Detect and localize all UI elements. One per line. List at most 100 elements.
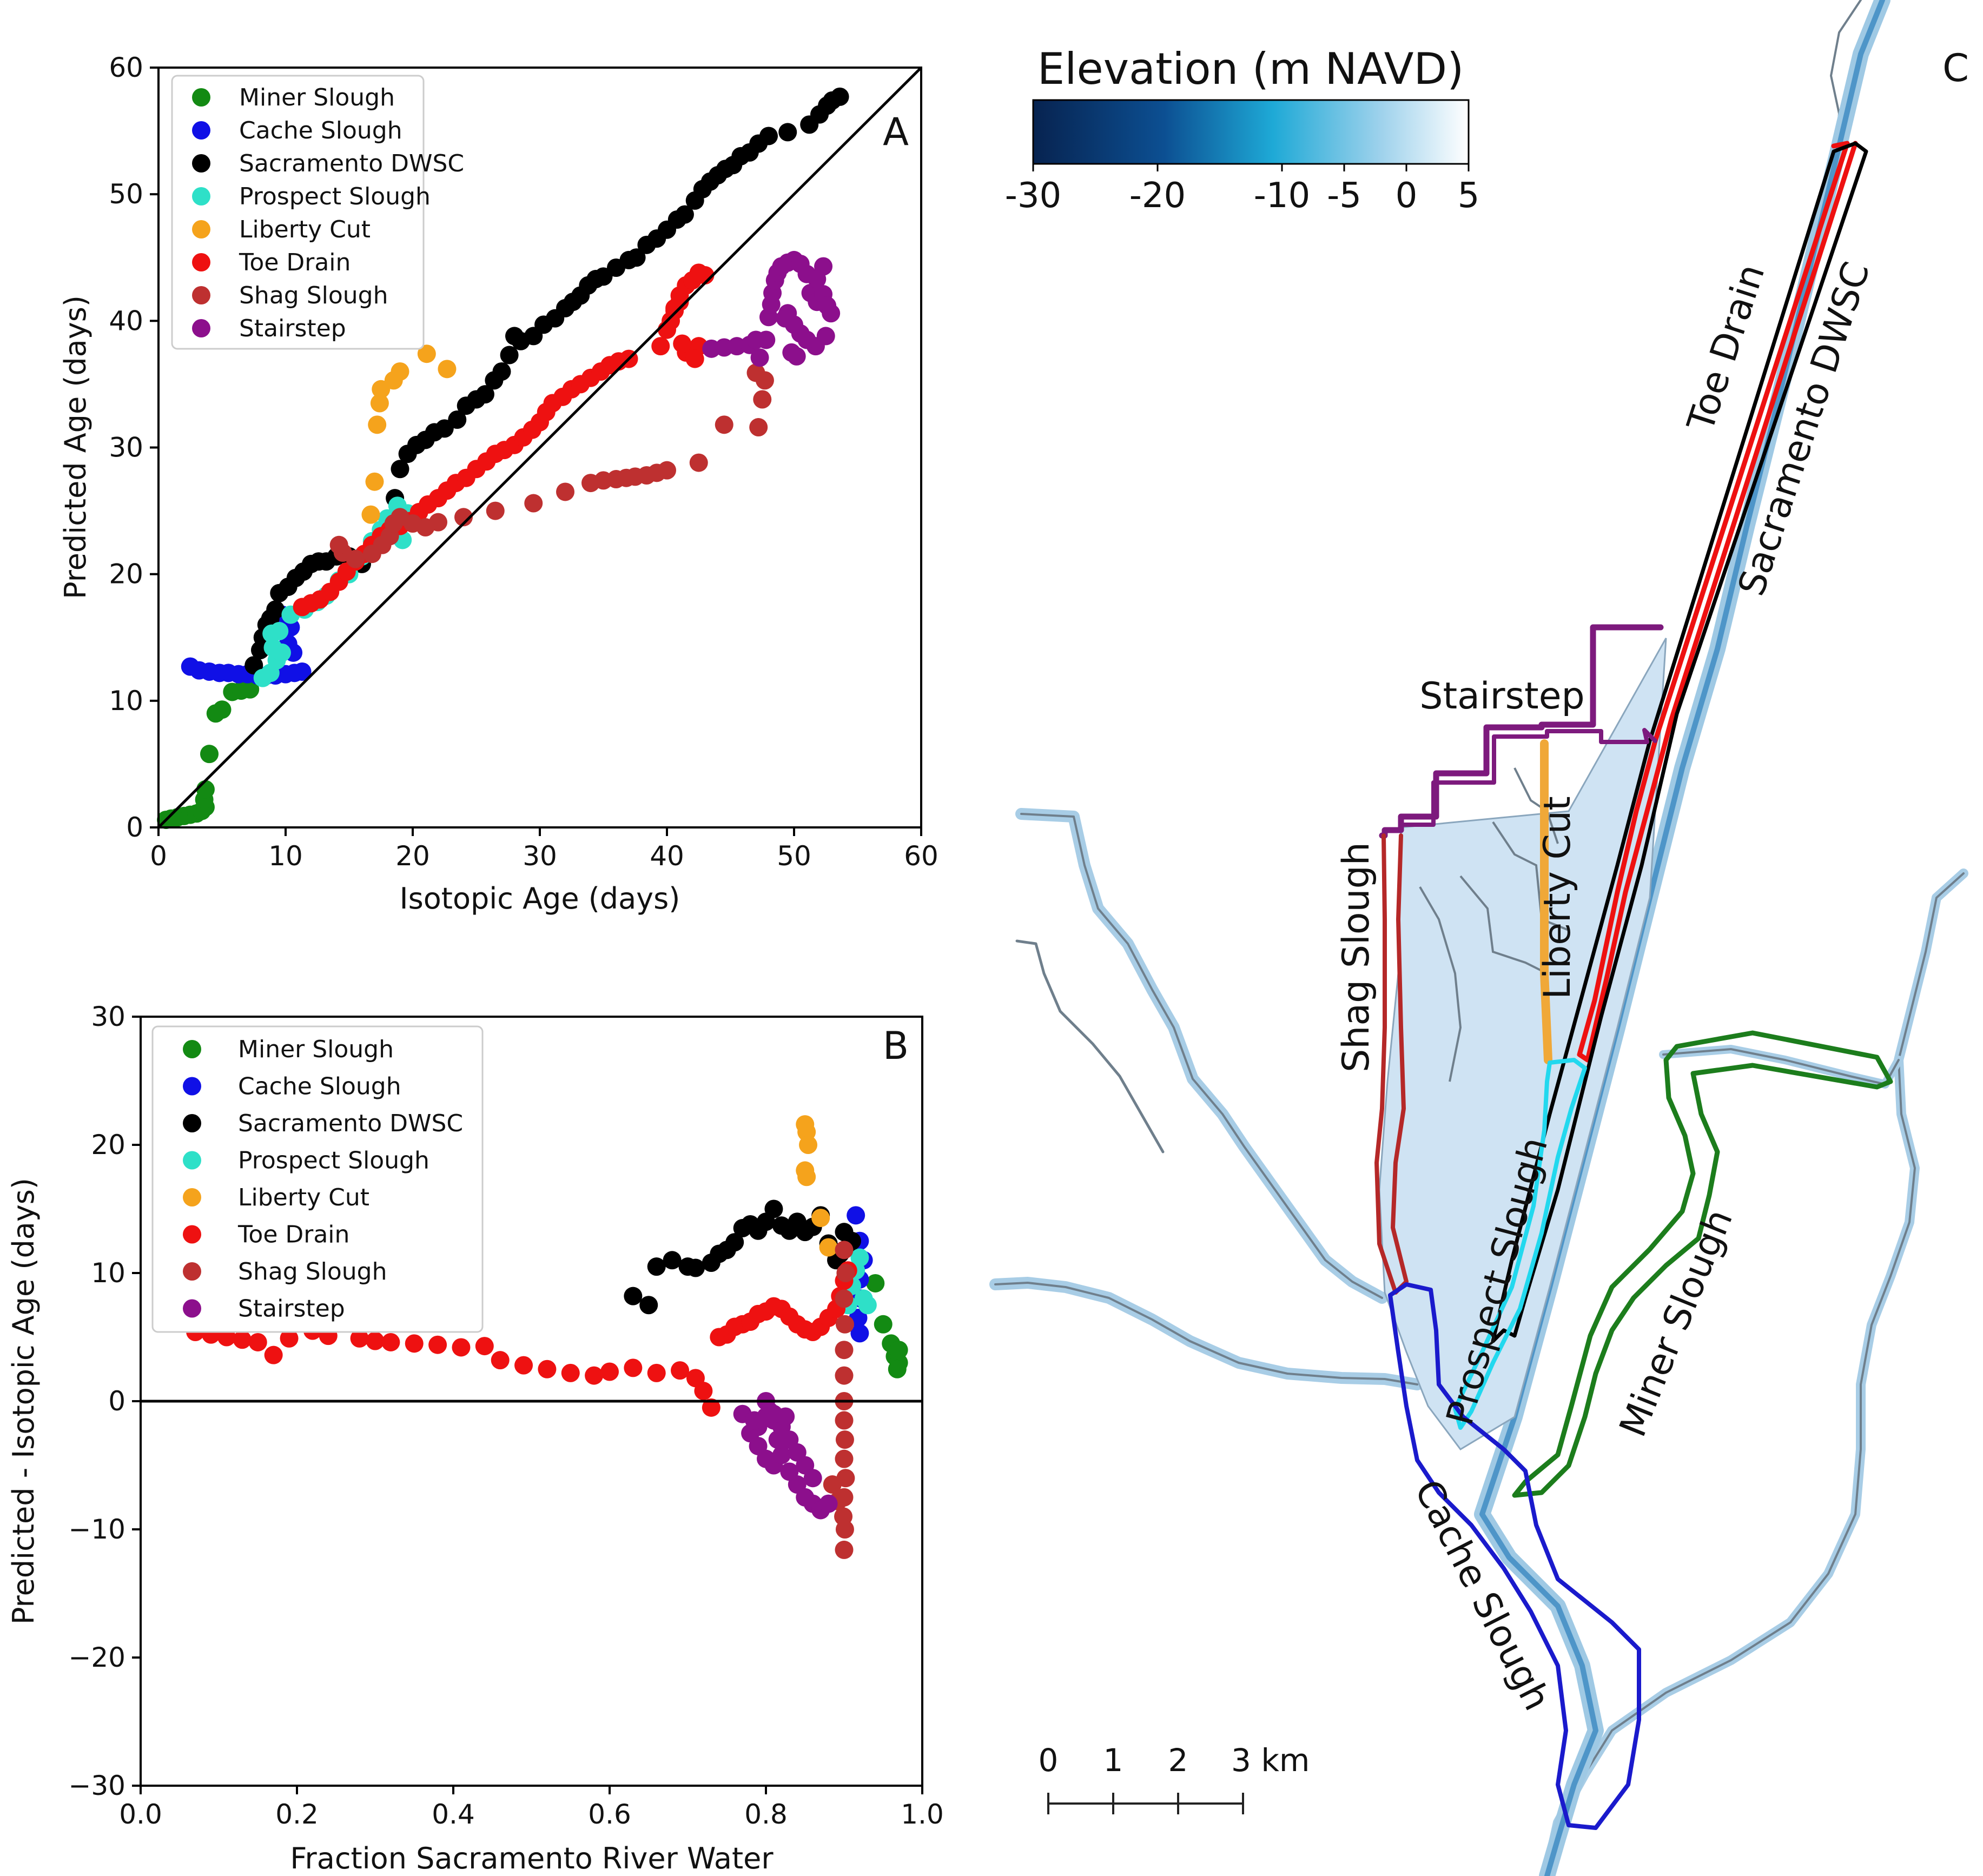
point-toe-drain-37 — [651, 337, 670, 356]
legend-label-sacramento-dwsc: Sacramento DWSC — [239, 150, 464, 177]
cache-slough-reach — [1388, 1282, 1641, 1830]
panel-b-ylabel: Predicted - Isotopic Age (days) — [6, 1178, 41, 1625]
point-toe-drain-50 — [670, 293, 689, 311]
xtick-label-5: 50 — [777, 840, 811, 872]
internal-channel-4 — [1513, 767, 1559, 844]
series-toe-drain — [293, 263, 715, 617]
point-toe-drain-5 — [264, 1345, 283, 1364]
point-cache-slough-12 — [293, 662, 312, 681]
point-sacramento-dwsc-3 — [663, 1251, 682, 1270]
point-shag-slough-4 — [835, 1341, 854, 1360]
colorbar-ticks: -30 -20 -10 -5 0 5 — [1005, 164, 1479, 216]
point-sacramento-dwsc-5 — [266, 600, 285, 619]
ytick-label-0: −30 — [68, 1770, 125, 1801]
xtick-label-1: 10 — [268, 840, 303, 872]
point-miner-slough-9 — [196, 780, 215, 799]
point-miner-slough-10 — [200, 745, 219, 764]
scale-label-2: 2 — [1168, 1742, 1188, 1779]
panel-b-points — [186, 1115, 908, 1559]
point-stairstep-21 — [822, 304, 841, 323]
ytick-label-4: 10 — [91, 1257, 125, 1289]
prospect-slough-reach — [1453, 1058, 1587, 1430]
panel-a: 0 10 20 30 40 50 60 0 10 20 30 40 50 60 A Isotopic Ag… — [58, 52, 938, 916]
colorbar-tick-label-1: -20 — [1129, 176, 1186, 216]
ytick-label-5: 50 — [109, 178, 143, 210]
point-toe-drain-18 — [538, 1360, 557, 1378]
legend-label-liberty-cut: Liberty Cut — [239, 216, 371, 243]
point-miner-slough-5 — [888, 1360, 907, 1378]
legend-marker-cache-slough — [192, 121, 210, 140]
point-stairstep-6 — [757, 330, 776, 349]
series-shag-slough — [329, 363, 774, 568]
point-stairstep-25 — [803, 1469, 822, 1488]
point-sacramento-dwsc-14 — [764, 1199, 783, 1218]
point-prospect-slough-6 — [270, 622, 289, 641]
point-toe-drain-4 — [248, 1333, 267, 1351]
point-shag-slough-11 — [556, 482, 574, 501]
legend-label-toe-drain: Toe Drain — [239, 249, 351, 276]
point-liberty-cut-2 — [799, 1136, 818, 1154]
point-toe-drain-6 — [280, 1329, 299, 1348]
point-shag-slough-0 — [835, 1241, 854, 1259]
legend-marker-prospect-slough — [192, 187, 210, 206]
point-toe-drain-16 — [491, 1351, 510, 1370]
point-toe-drain-27 — [702, 1398, 721, 1417]
study-reaches — [1374, 141, 1893, 1830]
point-liberty-cut-4 — [797, 1168, 816, 1186]
point-stairstep-21 — [764, 1404, 783, 1423]
ytick-label-3: 0 — [108, 1386, 125, 1417]
point-liberty-cut-8 — [438, 360, 457, 379]
legend-label-stairstep: Stairstep — [239, 315, 346, 342]
legend-label-prospect-slough: Prospect Slough — [238, 1147, 429, 1175]
internal-channel-1 — [1419, 886, 1462, 1082]
waterway-west-lower-edge — [994, 1282, 1418, 1386]
point-shag-slough-10 — [524, 494, 543, 513]
xtick-label-4: 0.8 — [744, 1799, 788, 1830]
point-shag-slough-19 — [658, 461, 676, 480]
point-toe-drain-9 — [350, 1329, 369, 1348]
legend-marker-toe-drain — [183, 1225, 201, 1244]
legend-marker-shag-slough — [192, 286, 210, 304]
legend-label-sacramento-dwsc: Sacramento DWSC — [238, 1110, 463, 1137]
point-shag-slough-23 — [753, 390, 772, 409]
panel-b-label: B — [883, 1024, 909, 1068]
legend-marker-shag-slough — [183, 1262, 201, 1281]
point-liberty-cut-5 — [391, 362, 409, 381]
legend-marker-stairstep — [183, 1299, 201, 1318]
stairstep-reach — [1379, 624, 1664, 839]
xtick-label-6: 60 — [904, 840, 938, 872]
point-toe-drain-51 — [685, 349, 704, 368]
series-sacramento-dwsc — [244, 87, 849, 675]
point-stairstep-5 — [772, 1446, 791, 1464]
point-toe-drain-14 — [452, 1338, 471, 1357]
point-sacramento-dwsc-61 — [778, 123, 797, 142]
legend-label-cache-slough: Cache Slough — [238, 1073, 401, 1101]
panel-a-label: A — [883, 110, 909, 154]
scale-label-1: 1 — [1103, 1742, 1123, 1779]
ytick-label-6: 60 — [109, 52, 143, 83]
legend-label-shag-slough: Shag Slough — [239, 282, 388, 309]
point-stairstep-11 — [819, 1494, 838, 1513]
point-sacramento-dwsc-45 — [627, 248, 646, 267]
colorbar-tick-label-4: 0 — [1396, 176, 1418, 216]
point-shag-slough-14 — [835, 1540, 854, 1559]
series-miner-slough — [866, 1274, 908, 1378]
internal-channel-3 — [1492, 821, 1569, 931]
ytick-label-3: 30 — [109, 432, 143, 463]
point-stairstep-32 — [808, 270, 827, 289]
series-liberty-cut — [796, 1115, 838, 1257]
point-stairstep-30 — [787, 347, 806, 366]
point-toe-drain-26 — [694, 1382, 713, 1401]
point-toe-drain-48 — [673, 334, 692, 353]
xtick-label-3: 0.6 — [588, 1799, 631, 1830]
point-prospect-slough-3 — [850, 1248, 869, 1267]
legend-label-miner-slough: Miner Slough — [238, 1036, 394, 1063]
point-sacramento-dwsc-25 — [448, 410, 467, 429]
legend-label-liberty-cut: Liberty Cut — [238, 1184, 369, 1211]
xtick-label-2: 20 — [395, 840, 430, 872]
legend-marker-stairstep — [192, 319, 210, 337]
point-stairstep-5 — [750, 348, 769, 367]
point-sacramento-dwsc-31 — [500, 346, 519, 364]
xtick-label-5: 1.0 — [901, 1799, 944, 1830]
point-prospect-slough-4 — [263, 638, 282, 657]
